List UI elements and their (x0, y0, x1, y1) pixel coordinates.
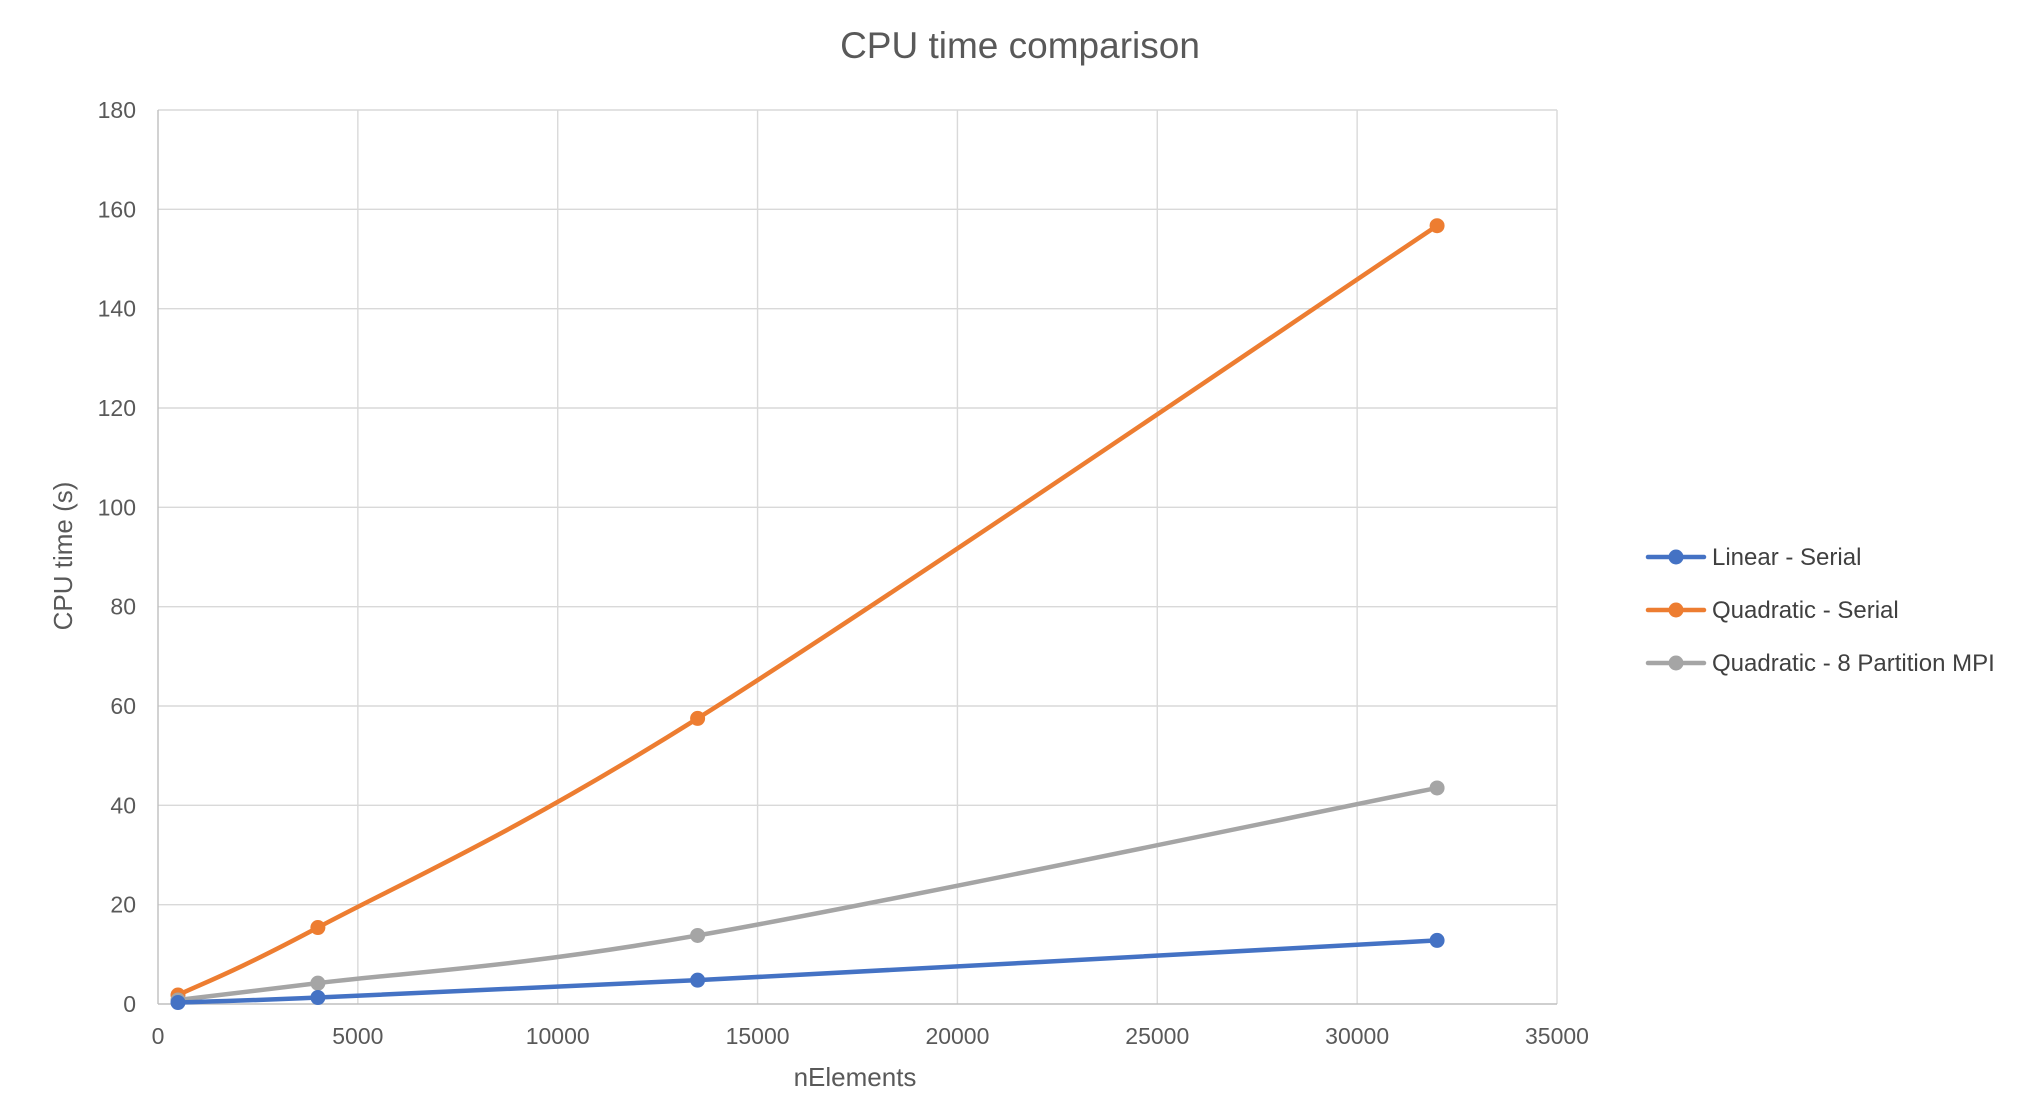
series-line (175, 938, 1440, 1005)
series-1 (170, 218, 1445, 1003)
y-tick-label: 40 (110, 792, 136, 818)
legend-entry: Quadratic - 8 Partition MPI (1645, 650, 1995, 677)
series-line (175, 223, 1440, 998)
data-point (1429, 780, 1445, 796)
series-lines (170, 218, 1445, 1011)
series-0 (170, 932, 1445, 1011)
x-tick-label: 5000 (332, 1023, 383, 1049)
legend-marker (1668, 549, 1684, 565)
data-point (690, 710, 706, 726)
y-tick-label: 0 (123, 991, 136, 1017)
legend-marker (1668, 655, 1684, 671)
data-point (170, 995, 186, 1011)
y-tick-labels: 0 20 40 60 80 100 120 140 160 180 (98, 97, 136, 1017)
legend-entry: Linear - Serial (1645, 544, 1861, 571)
y-tick-label: 180 (98, 97, 136, 123)
x-axis-title: nElements (794, 1062, 917, 1092)
legend-marker (1668, 602, 1684, 618)
x-tick-label: 0 (152, 1023, 165, 1049)
x-tick-label: 10000 (526, 1023, 590, 1049)
y-tick-label: 120 (98, 395, 136, 421)
x-tick-label: 30000 (1325, 1023, 1389, 1049)
legend-label: Quadratic - Serial (1712, 597, 1899, 624)
x-tick-label: 15000 (726, 1023, 790, 1049)
data-point (310, 975, 326, 991)
y-tick-label: 20 (110, 892, 136, 918)
series-line (175, 785, 1440, 1003)
legend-label: Quadratic - 8 Partition MPI (1712, 650, 1995, 677)
x-tick-label: 35000 (1525, 1023, 1589, 1049)
axes (157, 110, 1557, 1005)
legend: Linear - Serial Quadratic - Serial Quadrat… (1645, 544, 1995, 677)
data-point (690, 972, 706, 988)
data-point (310, 920, 326, 936)
legend-entry: Quadratic - Serial (1645, 597, 1899, 624)
x-tick-label: 20000 (925, 1023, 989, 1049)
chart-title: CPU time comparison (840, 25, 1200, 66)
x-tick-label: 25000 (1125, 1023, 1189, 1049)
gridlines (158, 109, 1558, 1004)
y-tick-label: 100 (98, 494, 136, 520)
x-tick-labels: 0 5000 10000 15000 20000 25000 30000 35000 (152, 1023, 1589, 1049)
y-tick-label: 140 (98, 296, 136, 322)
y-tick-label: 80 (110, 594, 136, 620)
data-point (690, 927, 706, 943)
data-point (1429, 218, 1445, 234)
legend-label: Linear - Serial (1712, 544, 1861, 571)
y-tick-label: 160 (98, 196, 136, 222)
data-point (1429, 932, 1445, 948)
data-point (310, 990, 326, 1006)
y-axis-title: CPU time (s) (48, 482, 78, 631)
y-tick-label: 60 (110, 693, 136, 719)
